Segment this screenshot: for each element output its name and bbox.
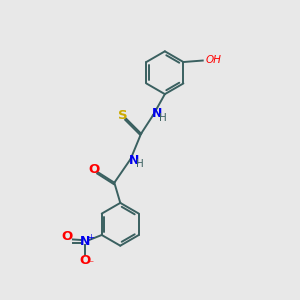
Text: N: N	[128, 154, 139, 167]
Text: OH: OH	[206, 55, 222, 64]
Text: S: S	[118, 109, 128, 122]
Text: N: N	[152, 107, 162, 120]
Text: O: O	[61, 230, 73, 243]
Text: +: +	[87, 233, 94, 242]
Text: N: N	[80, 235, 91, 248]
Text: O: O	[80, 254, 91, 267]
Text: ⁻: ⁻	[89, 260, 94, 269]
Text: H: H	[136, 159, 144, 169]
Text: O: O	[89, 163, 100, 176]
Text: H: H	[159, 113, 167, 123]
